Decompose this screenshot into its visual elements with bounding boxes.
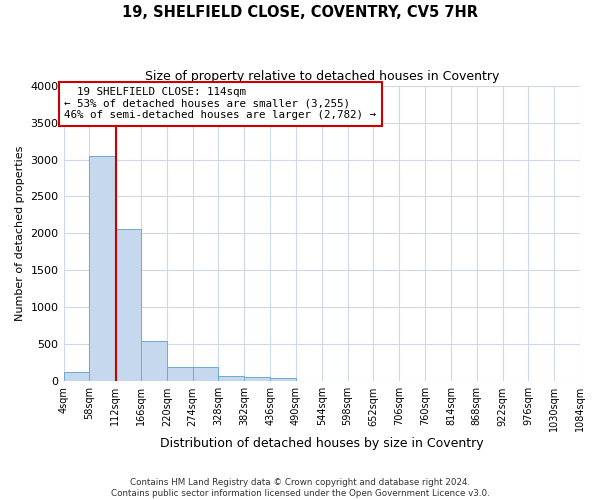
Bar [115,229,141,382]
Bar [270,378,296,382]
Bar [89,156,115,382]
Bar [167,367,193,382]
Bar [244,378,270,382]
Y-axis label: Number of detached properties: Number of detached properties [15,146,25,321]
Bar [193,367,218,382]
Text: 19 SHELFIELD CLOSE: 114sqm
← 53% of detached houses are smaller (3,255)
46% of s: 19 SHELFIELD CLOSE: 114sqm ← 53% of deta… [64,87,376,120]
Bar [64,372,89,382]
Text: 19, SHELFIELD CLOSE, COVENTRY, CV5 7HR: 19, SHELFIELD CLOSE, COVENTRY, CV5 7HR [122,5,478,20]
Title: Size of property relative to detached houses in Coventry: Size of property relative to detached ho… [145,70,499,83]
Text: Contains HM Land Registry data © Crown copyright and database right 2024.
Contai: Contains HM Land Registry data © Crown c… [110,478,490,498]
Bar [141,342,167,382]
Bar [218,376,244,382]
X-axis label: Distribution of detached houses by size in Coventry: Distribution of detached houses by size … [160,437,484,450]
